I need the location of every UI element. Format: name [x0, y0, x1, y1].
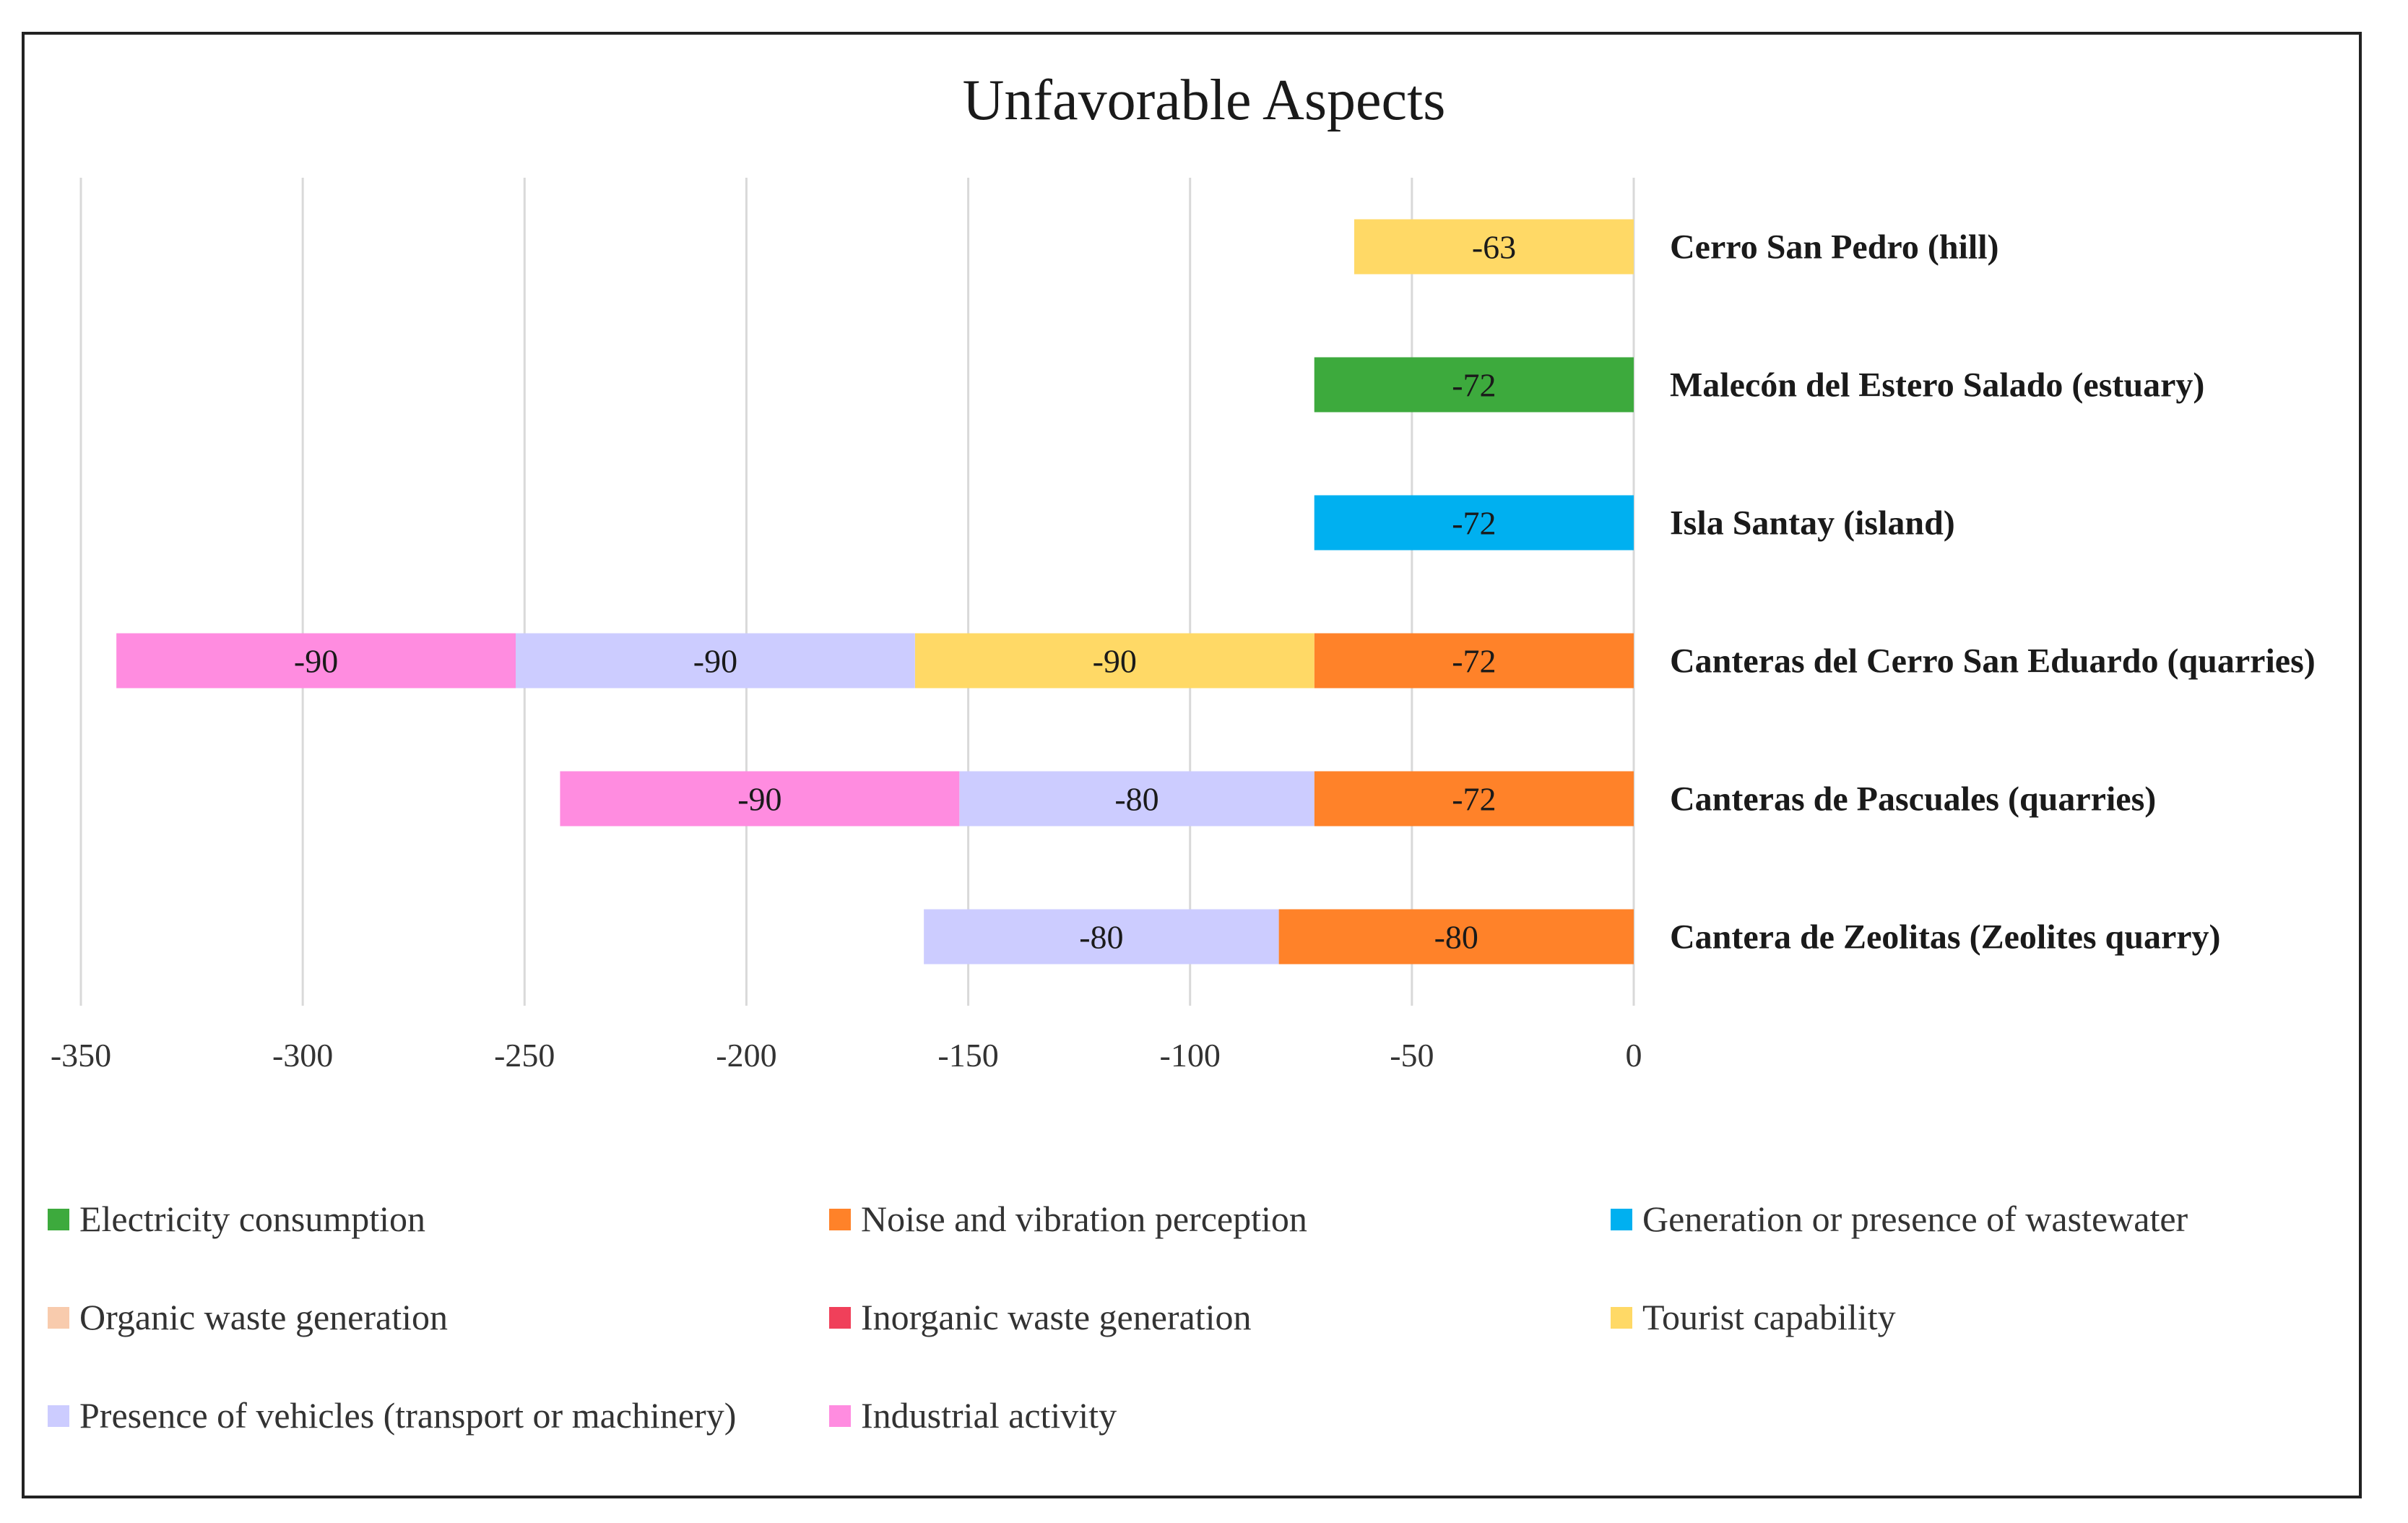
bar-segment	[924, 909, 1279, 965]
legend-item: Electricity consumption	[48, 1199, 425, 1239]
legend-label: Presence of vehicles (transport or machi…	[79, 1395, 736, 1436]
x-axis-ticks: -350 -300 -250 -200 -150 -100 -50 0	[51, 1037, 1642, 1074]
bars: -63 -72 -72 -72 -90 -90 -90 -72 -80 -90 -80 -80	[116, 219, 1634, 965]
legend-label: Inorganic waste generation	[861, 1297, 1252, 1337]
data-label: -90	[693, 643, 737, 680]
bar-segment	[516, 633, 915, 689]
bar-segment	[1354, 219, 1634, 275]
legend-swatch	[48, 1405, 69, 1427]
x-tick-label: -250	[494, 1037, 555, 1074]
legend-label: Electricity consumption	[79, 1199, 425, 1239]
bar-segment	[1314, 495, 1634, 551]
category-labels: Cerro San Pedro (hill) Malecón del Estero…	[1670, 228, 2316, 957]
category-label: Cantera de Zeolitas (Zeolites quarry)	[1670, 918, 2221, 957]
bar-segment	[116, 633, 516, 689]
category-label: Malecón del Estero Salado (estuary)	[1670, 366, 2204, 405]
legend-swatch	[829, 1209, 851, 1230]
legend-item: Industrial activity	[829, 1395, 1117, 1436]
chart-frame	[22, 32, 2362, 1498]
x-tick-label: -200	[716, 1037, 776, 1074]
legend-label: Organic waste generation	[79, 1297, 448, 1337]
bar-segment	[914, 633, 1315, 689]
data-label: -63	[1472, 229, 1516, 266]
bar-segment	[560, 771, 960, 827]
data-label: -72	[1452, 505, 1496, 542]
data-label: -90	[294, 643, 338, 680]
category-label: Cerro San Pedro (hill)	[1670, 228, 1999, 267]
legend-swatch	[829, 1405, 851, 1427]
legend-swatch	[829, 1307, 851, 1329]
legend-label: Industrial activity	[861, 1395, 1117, 1436]
x-tick-label: -350	[51, 1037, 111, 1074]
gridlines	[79, 178, 1635, 1006]
data-label: -72	[1452, 643, 1496, 680]
legend-item: Presence of vehicles (transport or machi…	[48, 1395, 736, 1436]
category-label: Canteras de Pascuales (quarries)	[1670, 780, 2156, 819]
x-tick-label: -50	[1390, 1037, 1434, 1074]
legend-label: Noise and vibration perception	[861, 1199, 1307, 1239]
chart-title: Unfavorable Aspects	[963, 69, 1446, 132]
data-label: -90	[737, 781, 781, 818]
legend-item: Generation or presence of wastewater	[1611, 1199, 2188, 1239]
data-label: -80	[1079, 919, 1123, 956]
data-label: -80	[1114, 781, 1158, 818]
x-tick-label: -150	[937, 1037, 998, 1074]
legend-label: Generation or presence of wastewater	[1642, 1199, 2188, 1239]
x-tick-label: 0	[1626, 1037, 1642, 1074]
x-tick-label: -100	[1160, 1037, 1221, 1074]
legend-swatch	[48, 1307, 69, 1329]
legend-swatch	[1611, 1307, 1632, 1329]
legend-item: Organic waste generation	[48, 1297, 448, 1337]
legend-item: Inorganic waste generation	[829, 1297, 1252, 1337]
category-label: Canteras del Cerro San Eduardo (quarries…	[1670, 642, 2316, 681]
bar-segment	[1278, 909, 1634, 965]
legend-item: Noise and vibration perception	[829, 1199, 1307, 1239]
data-label: -72	[1452, 367, 1496, 404]
category-label: Isla Santay (island)	[1670, 504, 1955, 543]
legend-swatch	[1611, 1209, 1632, 1230]
legend-item: Tourist capability	[1611, 1297, 1896, 1337]
bar-segment	[1314, 771, 1634, 827]
data-label: -90	[1093, 643, 1137, 680]
data-label: -80	[1434, 919, 1478, 956]
bar-segment	[959, 771, 1315, 827]
bar-segment	[1314, 633, 1634, 689]
data-label: -72	[1452, 781, 1496, 818]
x-tick-label: -300	[272, 1037, 333, 1074]
legend-label: Tourist capability	[1642, 1297, 1896, 1337]
legend: Electricity consumption Noise and vibrati…	[48, 1199, 2188, 1436]
bar-segment	[1314, 357, 1634, 413]
legend-swatch	[48, 1209, 69, 1230]
